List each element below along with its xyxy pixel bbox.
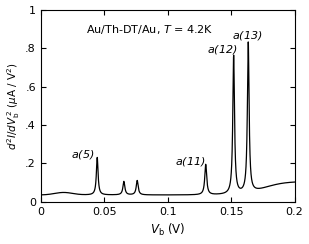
- Y-axis label: $d^2I / dV_\mathrm{b}^{\,2}$ ($\mu$A / V$^2$): $d^2I / dV_\mathrm{b}^{\,2}$ ($\mu$A / V…: [6, 62, 22, 150]
- Text: $a$(11): $a$(11): [175, 155, 206, 168]
- Text: Au/Th-DT/Au, $T$ = 4.2K: Au/Th-DT/Au, $T$ = 4.2K: [87, 23, 213, 36]
- Text: $a$(5): $a$(5): [71, 148, 94, 161]
- Text: $a$(12): $a$(12): [207, 43, 238, 56]
- X-axis label: $V_\mathrm{b}$ (V): $V_\mathrm{b}$ (V): [150, 222, 185, 238]
- Text: $a$(13): $a$(13): [232, 29, 263, 42]
